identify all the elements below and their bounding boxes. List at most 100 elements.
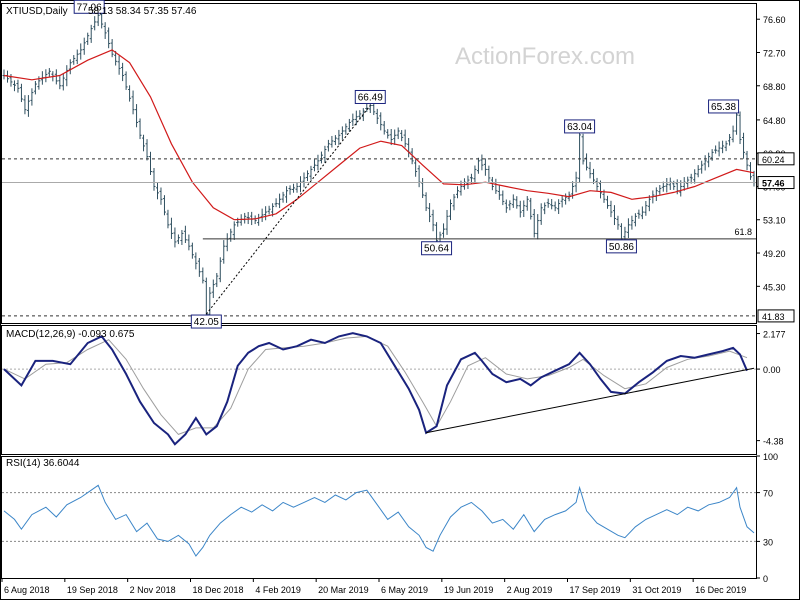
price-bar [386, 129, 390, 139]
price-bar [564, 193, 568, 205]
price-bar [26, 95, 30, 117]
price-bar [319, 151, 323, 164]
price-bar [194, 252, 198, 270]
price-bar [393, 129, 397, 145]
price-bar [536, 214, 540, 240]
price-bar [703, 155, 707, 171]
price-bar [344, 123, 348, 135]
price-bar [605, 195, 609, 209]
price-bar [504, 199, 508, 213]
price-bar [623, 226, 627, 241]
price-bar [749, 162, 753, 180]
macd-panel-frame [1, 325, 757, 455]
price-bar [103, 22, 107, 39]
price-bar [138, 118, 142, 140]
x-tick-label: 6 May 2019 [381, 585, 428, 595]
price-bar [173, 227, 177, 248]
price-bar [543, 202, 547, 215]
price-bar [278, 193, 282, 209]
price-bar [121, 62, 125, 82]
price-bar [553, 201, 557, 212]
price-bar [595, 177, 599, 192]
price-bar [501, 190, 505, 206]
price-bar [44, 69, 48, 83]
swing-label: 42.05 [190, 314, 222, 329]
price-bar [302, 172, 306, 188]
chart-title: XTIUSD,Daily [6, 6, 68, 17]
price-bar [414, 159, 418, 177]
price-bar [292, 183, 296, 193]
swing-label: 66.49 [354, 89, 386, 104]
price-bar [532, 209, 536, 238]
price-bar [312, 159, 316, 172]
y-tick-label: 30 [763, 537, 773, 547]
level-price-tag: 57.46 [757, 176, 795, 190]
price-bar [93, 16, 97, 31]
price-bar [295, 182, 299, 193]
price-bar [640, 206, 644, 220]
price-bar [180, 229, 184, 245]
price-bar [347, 118, 351, 132]
price-bar [337, 129, 341, 145]
price-bar [689, 173, 693, 184]
price-bar [515, 196, 519, 209]
price-bar [609, 200, 613, 218]
price-bar [222, 240, 226, 264]
price-bar [187, 234, 191, 251]
macd-title: MACD(12,26,9) -0.093 0.675 [6, 329, 135, 340]
swing-label: 50.86 [605, 239, 637, 254]
price-bar [424, 192, 428, 212]
price-bar [494, 178, 498, 194]
price-bar [131, 90, 135, 115]
price-bar [560, 195, 564, 208]
swing-label-box [708, 99, 740, 114]
price-bar [647, 195, 651, 212]
x-tick-label: 17 Sep 2019 [570, 585, 621, 595]
price-bar [75, 49, 79, 65]
y-tick-label: 0 [763, 574, 768, 584]
price-bar [323, 145, 327, 163]
macd-line [3, 332, 748, 446]
x-tick-label: 6 Aug 2018 [4, 585, 50, 595]
price-bar [728, 134, 732, 146]
rsi-line [3, 484, 755, 557]
price-bar [389, 128, 393, 146]
price-bar [473, 165, 477, 183]
swing-label-text: 77.06 [77, 2, 102, 13]
price-bar [396, 127, 400, 140]
price-bar [16, 79, 20, 93]
price-bar [497, 185, 501, 200]
level-price-tag: 60.24 [757, 152, 795, 166]
price-bar [654, 187, 658, 201]
price-bar [668, 177, 672, 190]
swing-label-text: 66.49 [358, 92, 383, 103]
swing-label-text: 63.04 [567, 122, 592, 133]
level-price-tag-text: 41.83 [762, 312, 785, 322]
price-bar [462, 178, 466, 190]
price-bar [445, 209, 449, 235]
price-bar [616, 215, 620, 230]
price-bar [330, 135, 334, 148]
price-bar [176, 234, 180, 245]
price-bar [218, 257, 222, 283]
price-bar [58, 76, 62, 90]
price-bar [539, 203, 543, 225]
price-bar [183, 225, 187, 243]
price-bar [626, 218, 630, 238]
swing-label: 63.04 [564, 119, 596, 134]
price-bar [665, 178, 669, 193]
price-bar [442, 223, 446, 238]
x-tick-label: 31 Oct 2019 [632, 585, 681, 595]
swing-label-text: 42.05 [194, 317, 219, 328]
price-bar [417, 165, 421, 188]
price-bar [243, 212, 247, 224]
y-tick-label: 53.10 [763, 216, 786, 226]
price-bar [333, 135, 337, 146]
price-bar [351, 113, 355, 126]
price-bar [100, 11, 104, 29]
price-bar [246, 212, 250, 225]
price-bar [476, 157, 480, 174]
x-tick-label: 4 Feb 2019 [255, 585, 301, 595]
price-bar [201, 267, 205, 284]
y-tick-label: 49.20 [763, 249, 786, 259]
